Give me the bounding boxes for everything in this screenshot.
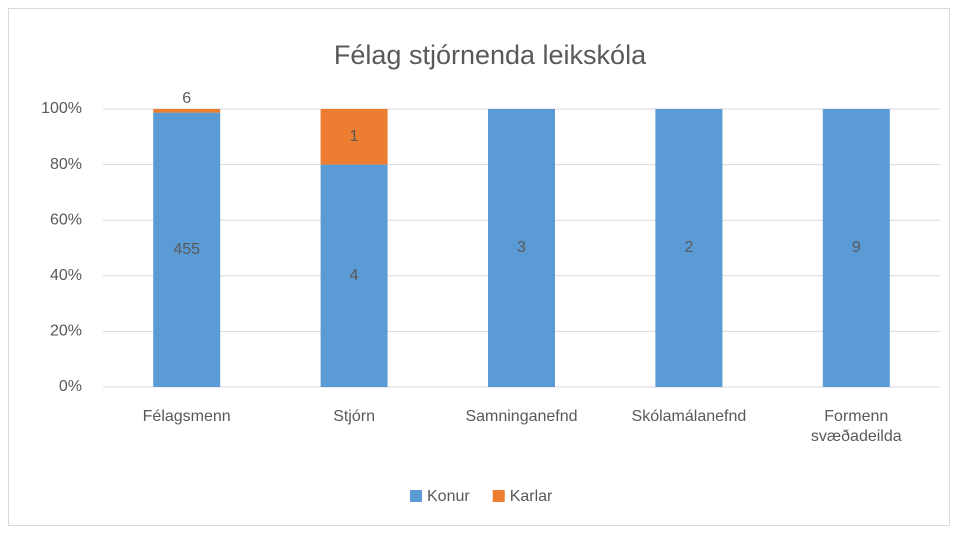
y-tick-label: 20% bbox=[50, 323, 82, 340]
y-tick-label: 0% bbox=[59, 378, 82, 395]
bar-segment bbox=[822, 109, 890, 387]
bar-segment bbox=[320, 164, 388, 387]
y-tick-label: 40% bbox=[50, 267, 82, 284]
x-tick-label: Formenn svæðadeilda bbox=[810, 408, 902, 445]
x-tick-label: Skólamálanefnd bbox=[631, 408, 747, 425]
y-tick-label: 100% bbox=[41, 100, 82, 117]
bar-segment bbox=[320, 109, 388, 165]
bar-segment bbox=[153, 112, 221, 387]
bar-segment bbox=[153, 109, 221, 113]
x-tick-label: Félagsmenn bbox=[142, 408, 231, 425]
legend-label: Konur bbox=[427, 488, 470, 505]
bar-segment bbox=[488, 109, 555, 387]
data-label: 6 bbox=[182, 90, 191, 107]
x-tick-label: Stjórn bbox=[333, 408, 375, 425]
chart-title: Félag stjórnenda leikskóla bbox=[334, 40, 647, 70]
y-tick-label: 80% bbox=[50, 156, 82, 173]
chart-border bbox=[8, 8, 950, 526]
legend-swatch bbox=[492, 490, 505, 502]
data-label: 1 bbox=[350, 128, 359, 145]
bar-segment bbox=[655, 109, 723, 387]
data-label: 3 bbox=[517, 239, 526, 256]
data-label: 455 bbox=[173, 241, 200, 258]
data-label: 4 bbox=[350, 267, 359, 284]
y-tick-label: 60% bbox=[50, 211, 82, 228]
legend-label: Karlar bbox=[510, 488, 553, 505]
x-tick-label: Samninganefnd bbox=[465, 408, 578, 425]
legend-swatch bbox=[410, 490, 422, 502]
data-label: 2 bbox=[684, 239, 693, 256]
data-label: 9 bbox=[852, 239, 861, 256]
